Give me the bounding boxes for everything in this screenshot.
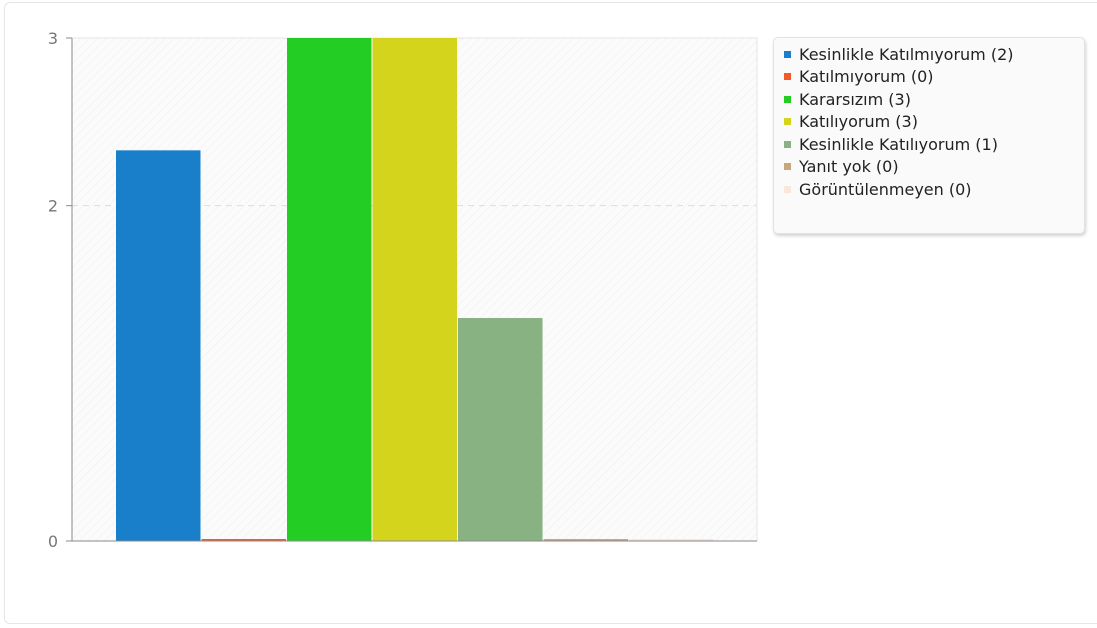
legend-item[interactable]: Kararsızım (3) xyxy=(784,88,1084,111)
legend-swatch-icon xyxy=(784,140,791,148)
legend-item[interactable]: Görüntülenmeyen (0) xyxy=(784,178,1084,201)
legend-swatch-icon xyxy=(784,73,791,81)
legend-swatch-icon xyxy=(784,185,791,193)
legend-label: Yanıt yok (0) xyxy=(799,157,899,177)
legend-item[interactable]: Kesinlikle Katılmıyorum (2) xyxy=(784,43,1084,66)
bar-3[interactable] xyxy=(372,38,458,541)
bar-5[interactable] xyxy=(543,539,629,541)
legend-items: Kesinlikle Katılmıyorum (2) Katılmıyorum … xyxy=(784,43,1084,201)
legend-label: Kararsızım (3) xyxy=(799,89,911,109)
legend-swatch-icon xyxy=(784,50,791,58)
legend-label: Katılmıyorum (0) xyxy=(799,67,934,87)
legend: Kesinlikle Katılmıyorum (2) Katılmıyorum … xyxy=(773,37,1085,234)
bar-6[interactable] xyxy=(629,539,714,541)
axes xyxy=(71,38,757,542)
bar-2[interactable] xyxy=(287,38,372,541)
y-ticks: 0 2 3 xyxy=(48,29,72,551)
legend-swatch-icon xyxy=(784,118,791,126)
legend-label: Kesinlikle Katılmıyorum (2) xyxy=(799,44,1014,64)
legend-label: Görüntülenmeyen (0) xyxy=(799,179,972,199)
legend-swatch-icon xyxy=(784,95,791,103)
bar-1[interactable] xyxy=(201,539,287,541)
y-tick-label: 0 xyxy=(48,532,58,551)
legend-item[interactable]: Yanıt yok (0) xyxy=(784,156,1084,179)
bar-chart: 0 2 3 xyxy=(48,29,758,551)
legend-item[interactable]: Kesinlikle Katılıyorum (1) xyxy=(784,133,1084,156)
legend-label: Kesinlikle Katılıyorum (1) xyxy=(799,134,998,154)
bar-0[interactable] xyxy=(116,150,201,541)
legend-swatch-icon xyxy=(784,163,791,171)
legend-item[interactable]: Katılmıyorum (0) xyxy=(784,66,1084,89)
bars xyxy=(116,38,714,541)
y-tick-label: 2 xyxy=(48,197,58,216)
bar-4[interactable] xyxy=(458,318,543,541)
y-tick-label: 3 xyxy=(48,29,58,48)
legend-label: Katılıyorum (3) xyxy=(799,112,918,132)
legend-item[interactable]: Katılıyorum (3) xyxy=(784,111,1084,134)
